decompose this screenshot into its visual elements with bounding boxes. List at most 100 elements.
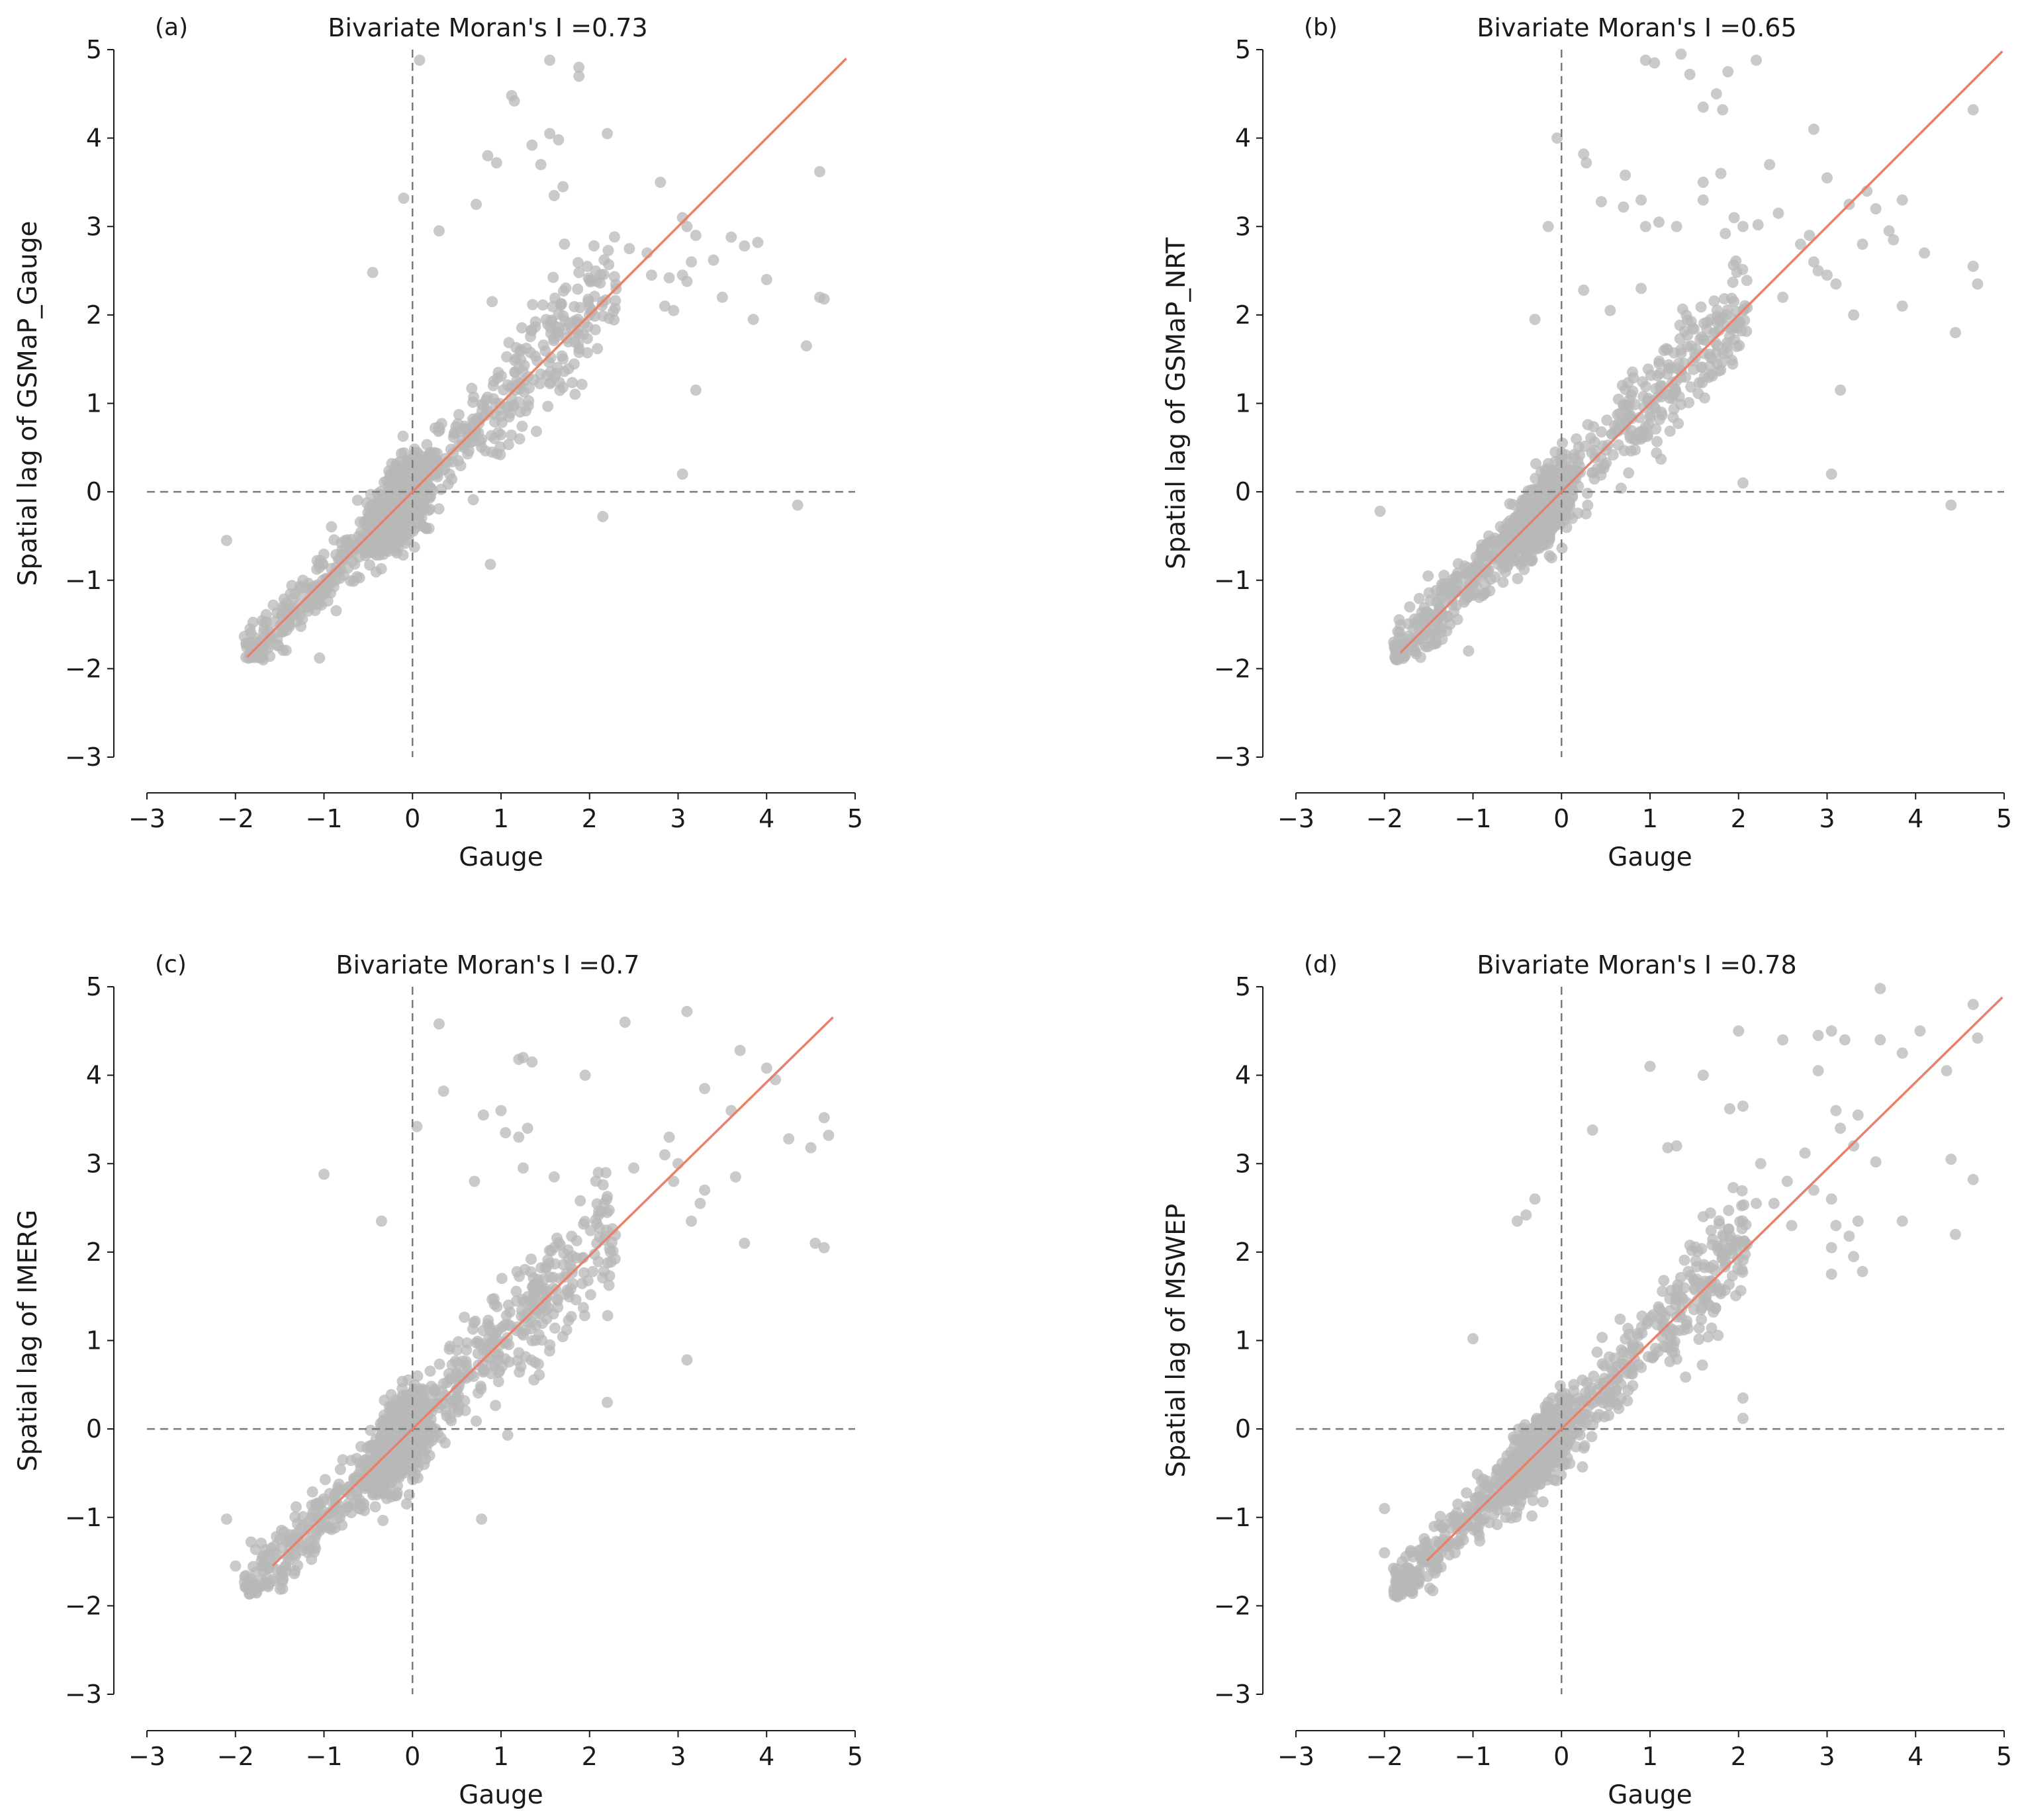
scatter-point <box>1451 570 1463 582</box>
scatter-point <box>490 157 502 169</box>
scatter-point <box>602 1191 614 1203</box>
scatter-point <box>572 257 584 269</box>
scatter-point <box>1821 172 1833 184</box>
scatter-point <box>567 377 578 388</box>
y-tick-label: 5 <box>86 35 102 64</box>
y-tick-label: 5 <box>86 972 102 1001</box>
scatter-point <box>1392 625 1404 637</box>
scatter-point <box>437 1085 449 1097</box>
scatter-point <box>1484 585 1496 597</box>
scatter-point <box>1848 309 1860 321</box>
scatter-point <box>1697 194 1709 206</box>
scatter-point <box>549 1322 561 1334</box>
scatter-point <box>306 1486 318 1498</box>
scatter-point <box>536 1334 548 1346</box>
scatter-point <box>383 465 395 477</box>
scatter-point <box>1685 381 1697 393</box>
scatter-point <box>437 464 449 476</box>
scatter-point <box>1582 499 1594 511</box>
scatter-point <box>466 383 478 394</box>
scatter-point <box>1694 377 1705 388</box>
scatter-point <box>484 559 496 570</box>
scatter-point <box>1452 558 1464 570</box>
scatter-point <box>823 1130 835 1141</box>
scatter-point <box>496 1273 508 1285</box>
scatter-point <box>547 271 559 283</box>
scatter-point <box>311 598 323 610</box>
scatter-point <box>1580 508 1592 520</box>
scatter-point <box>412 1461 424 1473</box>
scatter-point <box>520 342 532 354</box>
scatter-point <box>582 293 594 305</box>
scatter-point <box>1727 277 1739 288</box>
scatter-point <box>1404 601 1416 613</box>
scatter-point <box>461 1344 473 1356</box>
y-tick-label: 5 <box>1235 35 1251 64</box>
scatter-point <box>1777 291 1789 303</box>
scatter-point <box>681 275 693 287</box>
scatter-point <box>1612 439 1624 451</box>
y-tick-label: 1 <box>1235 389 1251 418</box>
scatter-point <box>519 1263 531 1275</box>
scatter-point <box>557 353 569 365</box>
scatter-point <box>818 293 830 305</box>
scatter-point <box>361 497 373 509</box>
scatter-point <box>422 461 434 473</box>
regression-line <box>1399 50 2003 654</box>
scatter-point <box>602 1310 614 1322</box>
scatter-point <box>535 159 547 171</box>
scatter-point <box>502 1429 514 1441</box>
scatter-point <box>389 512 401 523</box>
x-tick-label: 5 <box>1996 804 2012 833</box>
scatter-point <box>420 1389 432 1401</box>
scatter-point <box>467 1323 479 1335</box>
scatter-point <box>549 1242 561 1253</box>
panel-label: (b) <box>1304 14 1338 41</box>
scatter-point <box>592 1167 604 1179</box>
scatter-point <box>365 1424 377 1436</box>
scatter-point <box>526 139 538 151</box>
scatter-point <box>424 1365 436 1377</box>
scatter-point <box>367 267 379 279</box>
scatter-point <box>1721 308 1733 320</box>
scatter-point <box>1688 323 1700 335</box>
scatter-point <box>318 1493 330 1505</box>
scatter-point <box>573 70 585 82</box>
scatter-point <box>250 1586 262 1598</box>
scatter-point <box>596 300 608 312</box>
scatter-point <box>655 176 666 188</box>
scatter-point <box>1374 506 1386 517</box>
scatter-point <box>543 1302 555 1314</box>
scatter-point <box>1651 447 1663 459</box>
y-tick-label: −3 <box>65 743 102 772</box>
scatter-point <box>423 523 435 534</box>
scatter-point <box>1635 283 1647 295</box>
scatter-point <box>1729 334 1741 345</box>
scatter-point <box>308 1546 320 1558</box>
scatter-point <box>455 460 467 472</box>
scatter-point <box>541 1313 553 1325</box>
scatter-point <box>1627 366 1638 378</box>
scatter-point <box>1494 521 1506 533</box>
y-tick-label: 3 <box>86 1149 102 1178</box>
scatter-point <box>1521 551 1533 563</box>
scatter-point <box>423 1437 435 1449</box>
x-tick-label: −1 <box>305 1742 342 1771</box>
scatter-point <box>502 439 514 451</box>
scatter-point <box>318 549 330 560</box>
scatter-point <box>1737 220 1749 232</box>
scatter-point <box>528 1374 540 1386</box>
scatter-point <box>245 1573 257 1585</box>
x-tick-label: 3 <box>1819 804 1835 833</box>
scatter-point <box>334 1463 346 1475</box>
scatter-point <box>486 296 498 308</box>
y-axis-label: Spatial lag of GSMaP_NRT <box>1162 238 1191 570</box>
scatter-point <box>357 1499 369 1511</box>
scatter-point <box>668 304 680 316</box>
scatter-point <box>1581 487 1593 499</box>
scatter-point <box>261 1579 273 1591</box>
scatter-point <box>387 1422 398 1433</box>
scatter-point <box>312 579 324 591</box>
